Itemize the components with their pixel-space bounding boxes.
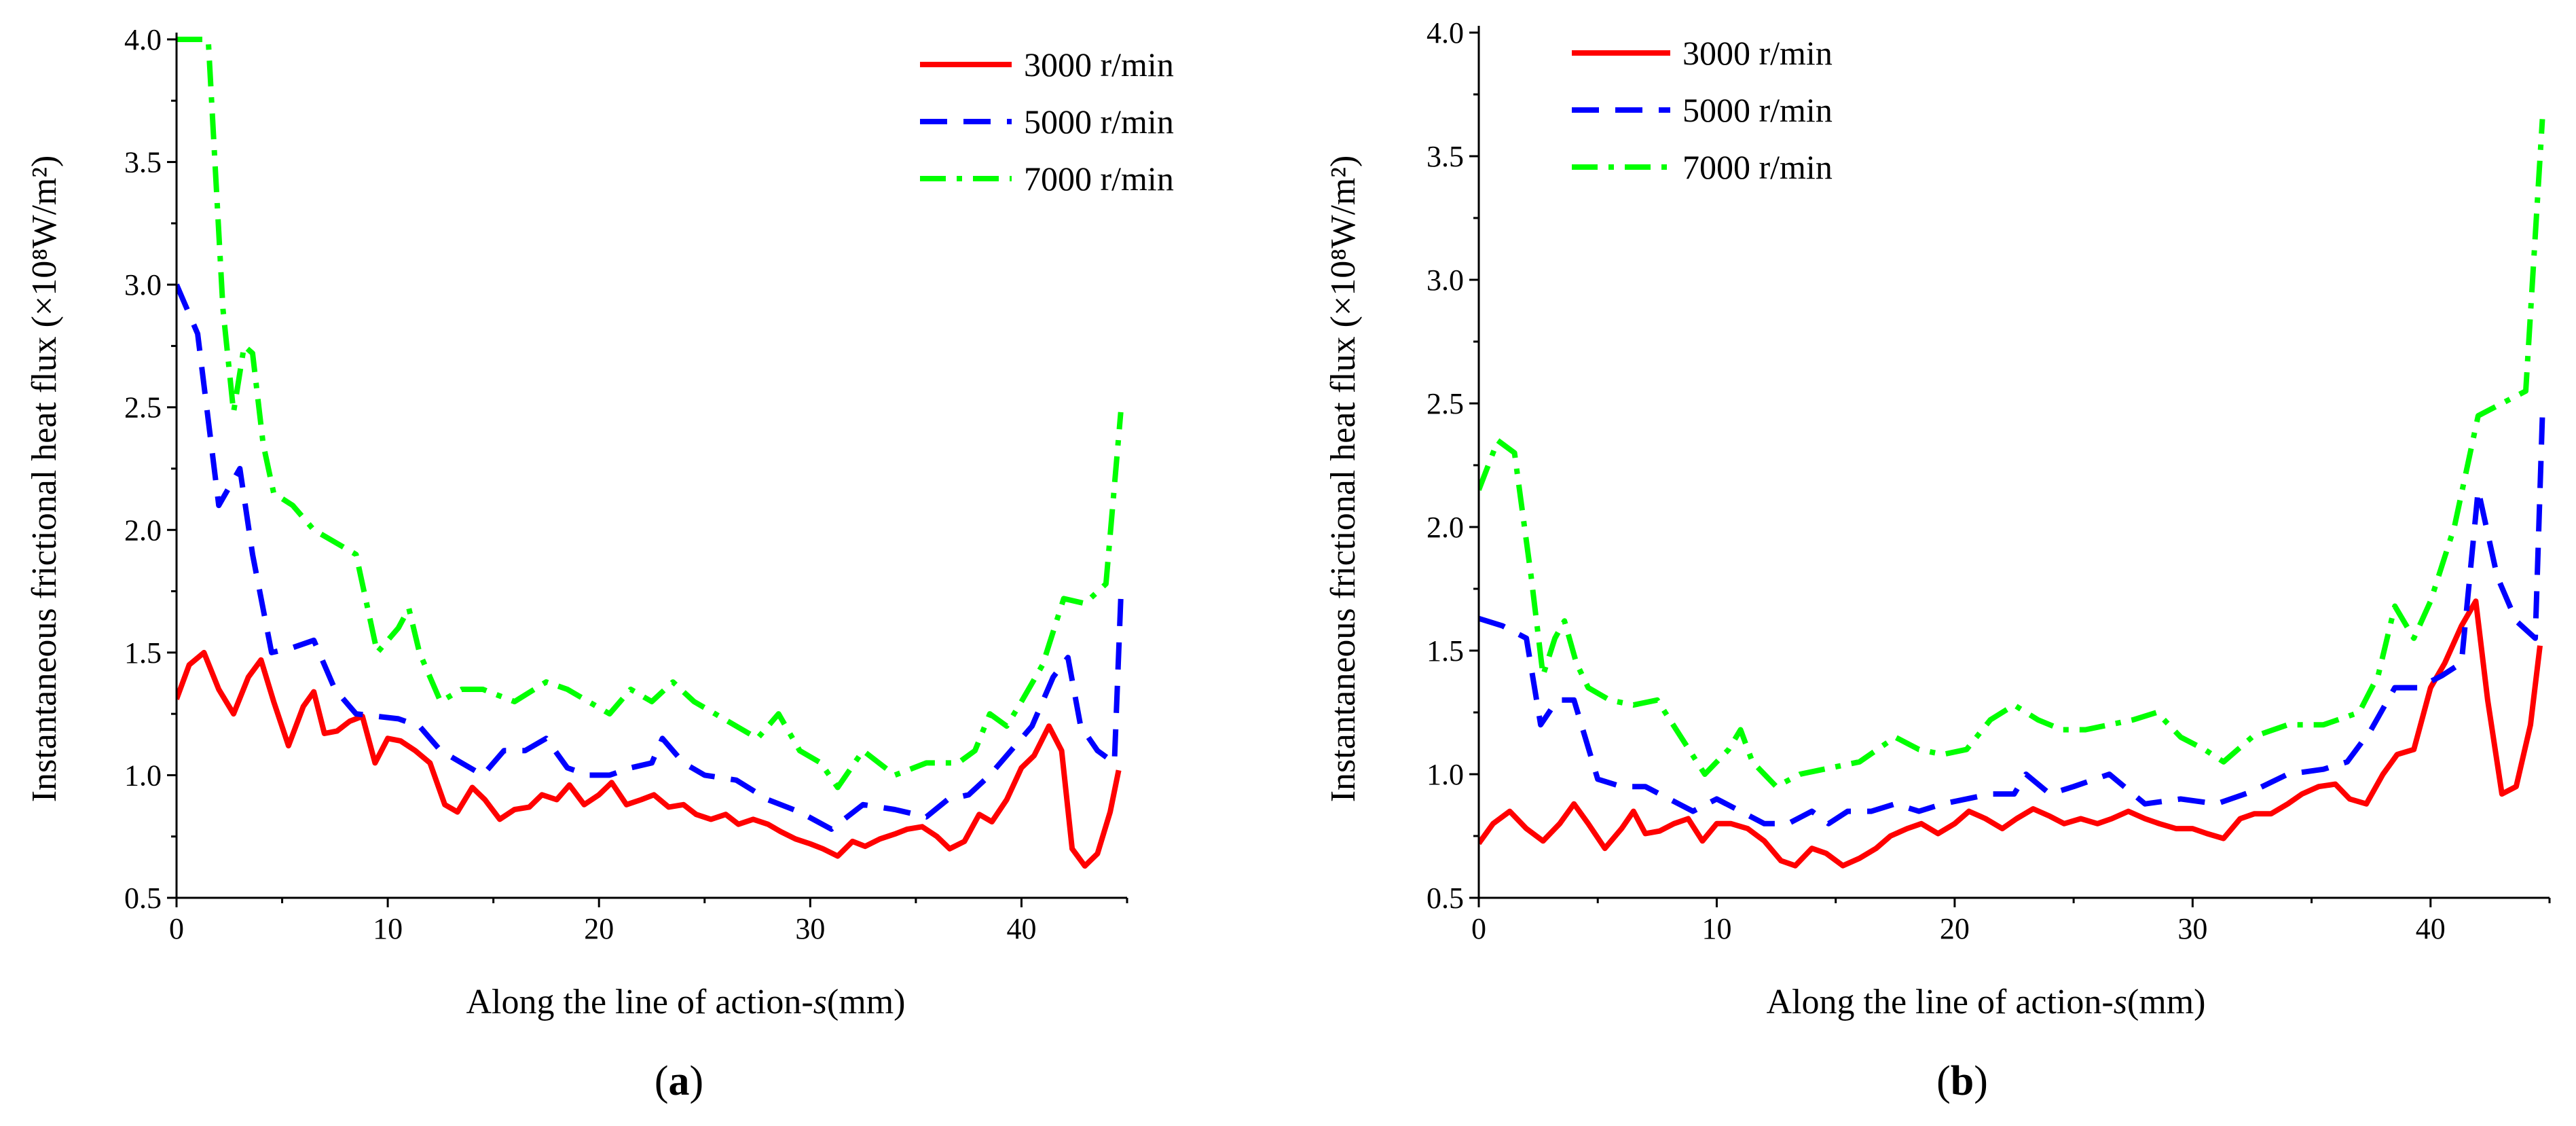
y-tick-label-b-6: 3.5 <box>1427 140 1464 173</box>
series-line-a-1 <box>177 283 1124 832</box>
y-tick-label-a-3: 2.0 <box>124 513 162 547</box>
x-tick-label-a-1: 10 <box>373 912 403 945</box>
x-axis-title-b: Along the line of action-s(mm) <box>1767 983 2206 1021</box>
y-tick-label-b-4: 2.5 <box>1427 387 1464 420</box>
x-tick-label-a-4: 40 <box>1006 912 1036 945</box>
legend-label-b-1: 5000 r/min <box>1682 91 1833 129</box>
x-tick-label-b-4: 40 <box>2416 912 2446 945</box>
y-tick-label-a-4: 2.5 <box>124 391 162 424</box>
series-line-a-2 <box>177 37 1124 791</box>
y-axis-title-a: Instantaneous frictional heat flux (×10⁸… <box>25 156 64 803</box>
series-line-b-0 <box>1479 598 2543 869</box>
legend-label-b-2: 7000 r/min <box>1682 148 1833 186</box>
legend-label-b-0: 3000 r/min <box>1682 34 1833 72</box>
panel-label-a: (a) <box>655 1058 703 1104</box>
panel-label-b: (b) <box>1936 1058 1988 1104</box>
series-line-b-1 <box>1479 416 2545 827</box>
chart-panel-a: 0.5 1.0 1.5 2.0 2.5 3.0 3.5 4.0 0 10 20 30 40 3000 r/… <box>25 23 1174 1104</box>
series-line-b-2 <box>1479 119 2545 790</box>
y-tick-label-a-5: 3.0 <box>124 268 162 302</box>
y-tick-label-b-2: 1.5 <box>1427 634 1464 668</box>
x-tick-label-b-1: 10 <box>1701 912 1731 945</box>
y-tick-label-a-1: 1.0 <box>124 759 162 792</box>
x-axis-title-a: Along the line of action-s(mm) <box>466 983 906 1021</box>
plot-area-a: 0.5 1.0 1.5 2.0 2.5 3.0 3.5 4.0 0 10 20 30 40 3000 r/… <box>124 23 1174 945</box>
y-tick-label-a-0: 0.5 <box>124 882 162 915</box>
x-tick-label-b-0: 0 <box>1471 912 1486 945</box>
y-tick-label-b-1: 1.0 <box>1427 758 1464 791</box>
y-tick-label-b-0: 0.5 <box>1427 882 1464 915</box>
y-axis-title-b: Instantaneous frictional heat flux (×10⁸… <box>1324 156 1363 803</box>
x-tick-label-b-2: 20 <box>1940 912 1970 945</box>
y-tick-label-b-7: 4.0 <box>1427 16 1464 50</box>
x-tick-label-a-3: 30 <box>795 912 825 945</box>
series-line-a-0 <box>177 649 1122 869</box>
y-tick-label-a-6: 3.5 <box>124 146 162 179</box>
x-tick-label-a-2: 20 <box>584 912 614 945</box>
x-tick-label-a-0: 0 <box>169 912 184 945</box>
legend-label-a-1: 5000 r/min <box>1024 103 1174 141</box>
chart-panel-b: 0.5 1.0 1.5 2.0 2.5 3.0 3.5 4.0 0 10 20 30 40 3000 r/… <box>1324 16 2551 1104</box>
legend-label-a-2: 7000 r/min <box>1024 160 1174 198</box>
legend-label-a-0: 3000 r/min <box>1024 46 1174 84</box>
y-tick-label-b-5: 3.0 <box>1427 264 1464 297</box>
x-tick-label-b-3: 30 <box>2177 912 2207 945</box>
y-tick-label-b-3: 2.0 <box>1427 511 1464 544</box>
y-tick-label-a-7: 4.0 <box>124 23 162 56</box>
plot-area-b: 0.5 1.0 1.5 2.0 2.5 3.0 3.5 4.0 0 10 20 30 40 3000 r/… <box>1427 16 2551 945</box>
y-tick-label-a-2: 1.5 <box>124 636 162 670</box>
